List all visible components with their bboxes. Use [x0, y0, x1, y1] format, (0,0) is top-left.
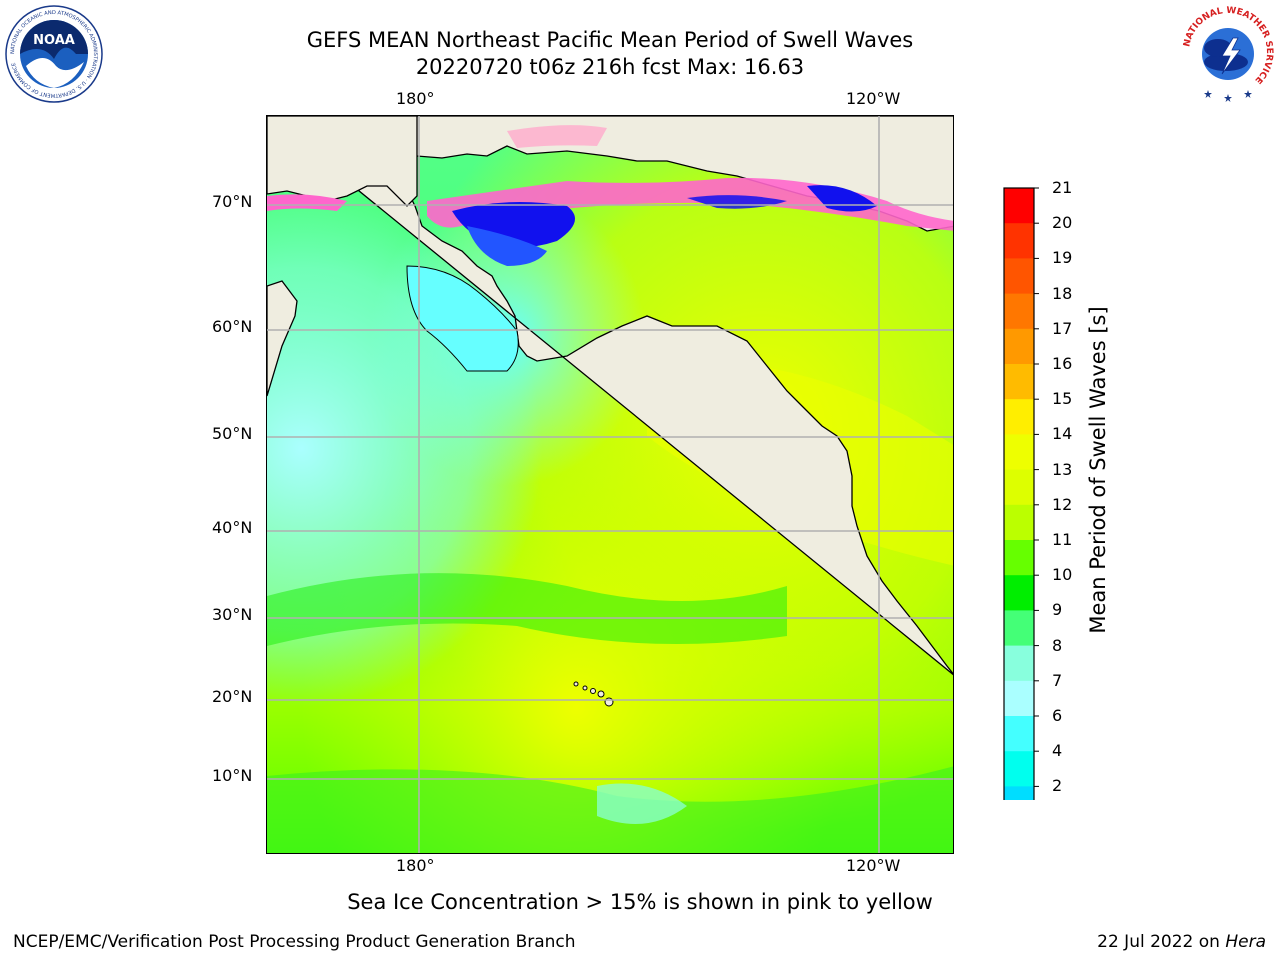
colorbar-outline: [1003, 187, 1035, 800]
colorbar-swatch: [1004, 680, 1034, 717]
colorbar-tick-label: 7: [1052, 670, 1063, 690]
colorbar-swatch: [1004, 575, 1034, 611]
lat-label-70n: 70°N: [212, 192, 253, 211]
colorbar-swatch: [1004, 293, 1034, 330]
nws-logo: NATIONAL WEATHER SERVICE: [1180, 4, 1276, 102]
colorbar-swatch: [1004, 645, 1034, 682]
colorbar-swatch: [1004, 540, 1034, 576]
colorbar-tick-label: 9: [1052, 600, 1063, 620]
lat-label-30n: 30°N: [212, 605, 253, 624]
map-svg: [267, 116, 953, 853]
map-gridlines: [267, 116, 953, 853]
colorbar: 21 20 19 18 17 16 15 14 13 12 11 10 9 8 7 6 4 2: [990, 178, 1130, 800]
colorbar-tick-label: 15: [1052, 389, 1073, 409]
colorbar-tick-label: 12: [1052, 494, 1073, 514]
colorbar-svg: [1003, 187, 1039, 800]
chart-subtitle-run: 20220720 t06z 216h fcst Max: 16.63: [415, 55, 805, 79]
colorbar-tick-label: 18: [1052, 283, 1073, 303]
colorbar-swatch: [1004, 751, 1034, 787]
colorbar-swatch: [1004, 223, 1034, 259]
lat-label-10n: 10°N: [212, 766, 253, 785]
colorbar-tick-label: 17: [1052, 318, 1073, 338]
footer-host: Hera: [1225, 932, 1266, 952]
colorbar-swatch: [1004, 258, 1034, 295]
colorbar-swatch: [1004, 434, 1034, 471]
colorbar-tick-label: 11: [1052, 530, 1073, 549]
noaa-text: NOAA: [33, 33, 75, 48]
colorbar-tick-label: 2: [1052, 776, 1063, 796]
colorbar-tick-label: 10: [1052, 565, 1073, 585]
colorbar-tick-label: 21: [1052, 178, 1073, 197]
bottom-lon-label-180: 180°: [396, 856, 435, 875]
noaa-logo: NATIONAL OCEANIC AND ATMOSPHERIC ADMINIS…: [5, 5, 103, 103]
colorbar-tick-label: 19: [1052, 248, 1073, 268]
bottom-lon-label-120w: 120°W: [846, 856, 901, 875]
colorbar-tick-label: 16: [1052, 354, 1073, 373]
colorbar-swatch: [1004, 188, 1034, 224]
sea-ice-note: Sea Ice Concentration > 15% is shown in …: [347, 890, 933, 914]
lat-label-50n: 50°N: [212, 424, 253, 443]
colorbar-tick-label: 20: [1052, 213, 1073, 233]
land-mass: [267, 116, 953, 676]
footer-organization: NCEP/EMC/Verification Post Processing Pr…: [13, 932, 576, 952]
colorbar-tick-label: 4: [1052, 741, 1063, 761]
colorbar-label: Mean Period of Swell Waves [s]: [1086, 306, 1110, 634]
chart-title: GEFS MEAN Northeast Pacific Mean Period …: [306, 28, 914, 52]
lat-label-20n: 20°N: [212, 687, 253, 706]
colorbar-swatch: [1004, 504, 1034, 541]
colorbar-swatch: [1004, 716, 1034, 752]
colorbar-tick-label: 13: [1052, 459, 1073, 479]
colorbar-tick-label: 6: [1052, 706, 1063, 725]
colorbar-tick-label: 8: [1052, 635, 1063, 655]
top-lon-label-120w: 120°W: [846, 89, 901, 108]
hawaii-islands: [573, 681, 614, 707]
lat-label-40n: 40°N: [212, 518, 253, 537]
colorbar-tick-label: 14: [1052, 424, 1073, 444]
colorbar-swatch: [1004, 610, 1034, 647]
colorbar-swatch: [1004, 328, 1034, 365]
top-lon-label-180: 180°: [396, 89, 435, 108]
lat-label-60n: 60°N: [212, 317, 253, 336]
map-panel: [266, 115, 954, 854]
colorbar-swatch: [1004, 786, 1034, 800]
colorbar-swatch: [1004, 469, 1034, 506]
footer-date: 22 Jul 2022 on Hera: [1097, 932, 1266, 952]
colorbar-swatch: [1004, 399, 1034, 435]
footer-date-text: 22 Jul 2022 on: [1097, 932, 1226, 952]
colorbar-swatch: [1004, 364, 1034, 400]
